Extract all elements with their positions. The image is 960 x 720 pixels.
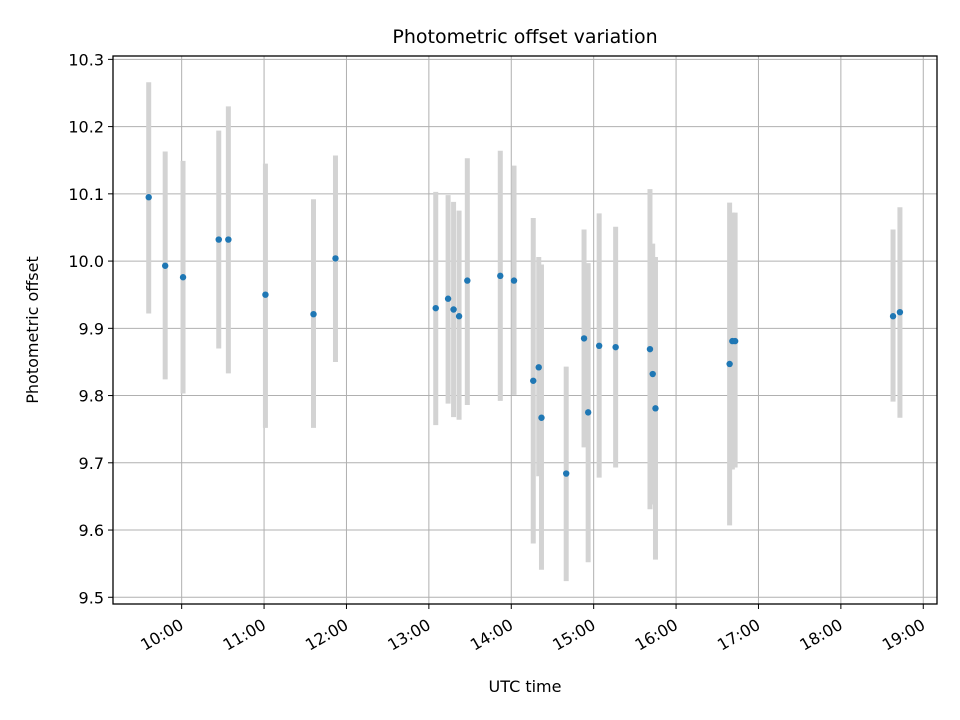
grid	[113, 56, 937, 604]
data-point	[563, 470, 570, 477]
data-point	[497, 272, 504, 280]
y-tick-label: 9.6	[79, 521, 104, 540]
y-tick-label: 9.7	[79, 454, 104, 473]
plot-frame	[112, 55, 938, 605]
x-axis-title: UTC time	[489, 677, 562, 696]
y-tick-label: 10.2	[68, 118, 104, 137]
data-point	[310, 310, 317, 318]
y-tick-label: 9.8	[79, 387, 104, 406]
data-point	[535, 364, 542, 371]
data-point	[179, 274, 187, 281]
data-points	[145, 194, 904, 477]
chart-title: Photometric offset variation	[392, 26, 657, 48]
data-point	[896, 308, 904, 316]
y-tick-label: 9.5	[79, 588, 104, 607]
data-point	[530, 377, 537, 384]
y-tick-label: 10.3	[68, 50, 104, 69]
y-tick-label: 9.9	[79, 319, 104, 338]
data-point	[225, 236, 232, 243]
data-point	[145, 194, 152, 201]
data-point	[580, 335, 588, 342]
data-point	[646, 345, 654, 353]
data-point	[731, 337, 739, 345]
y-axis-title: Photometric offset	[23, 256, 42, 404]
data-point	[262, 291, 269, 298]
data-point	[889, 313, 897, 320]
data-point	[215, 236, 222, 243]
data-point	[464, 277, 471, 284]
data-point	[652, 405, 659, 412]
data-point	[432, 304, 439, 312]
data-point	[612, 343, 619, 351]
data-point	[510, 277, 518, 284]
y-tick-label: 10.0	[68, 252, 104, 271]
data-point	[444, 295, 452, 302]
data-point	[450, 306, 457, 313]
data-point	[595, 342, 603, 350]
data-point	[332, 255, 339, 262]
data-point	[649, 370, 656, 378]
data-point	[161, 262, 169, 269]
data-point	[584, 409, 592, 416]
y-tick-label: 10.1	[68, 185, 104, 204]
data-point	[726, 360, 733, 368]
data-point	[455, 313, 463, 320]
data-point	[538, 414, 545, 421]
